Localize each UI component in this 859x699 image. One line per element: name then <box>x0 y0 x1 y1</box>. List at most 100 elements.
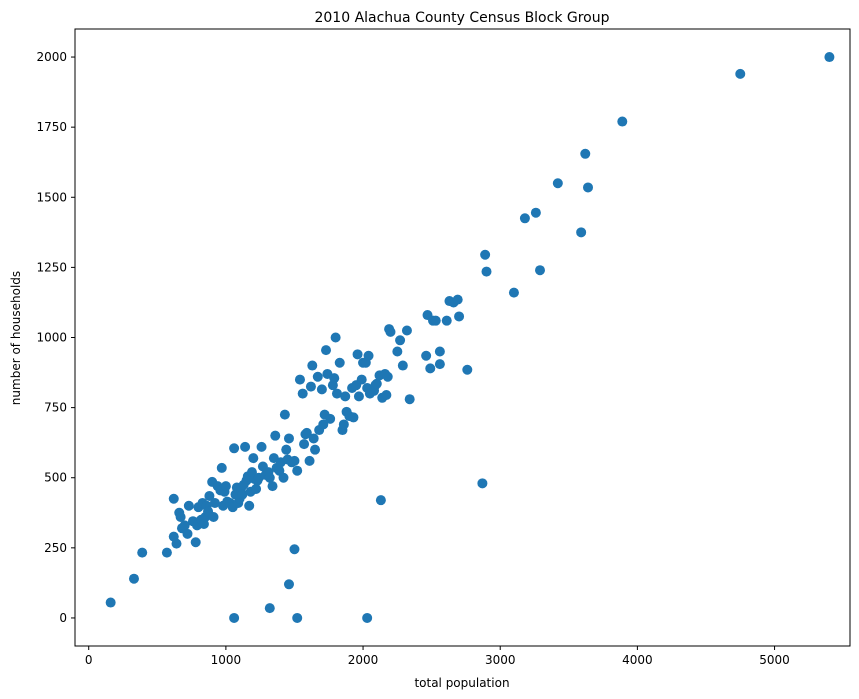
y-tick-label: 750 <box>44 401 67 415</box>
data-point <box>535 265 545 276</box>
data-point <box>454 311 465 322</box>
data-point <box>395 335 406 346</box>
data-point <box>292 465 303 476</box>
data-point <box>824 52 835 63</box>
data-point <box>208 511 219 522</box>
data-point <box>229 443 240 454</box>
data-point <box>397 360 408 371</box>
y-tick-label: 1000 <box>36 331 67 345</box>
data-point <box>316 384 327 395</box>
data-point <box>334 357 345 368</box>
data-point <box>190 537 201 548</box>
data-point <box>382 371 393 382</box>
data-point <box>264 472 275 483</box>
data-point <box>477 478 488 489</box>
data-point <box>216 462 227 473</box>
data-point <box>392 346 403 357</box>
data-point <box>508 287 519 298</box>
data-point <box>385 326 396 337</box>
data-point <box>735 68 746 79</box>
data-point <box>375 495 386 506</box>
y-tick-label: 1250 <box>36 260 67 274</box>
data-point <box>182 528 193 539</box>
data-point <box>580 148 591 159</box>
x-axis: 0 1000 2000 3000 4000 5000 <box>85 646 790 667</box>
data-point <box>452 294 463 305</box>
data-point <box>381 389 392 400</box>
data-point <box>204 490 215 501</box>
x-tick-label: 2000 <box>348 653 379 667</box>
data-point <box>583 182 594 193</box>
data-point <box>308 433 319 444</box>
y-axis-label: number of households <box>9 271 23 405</box>
x-axis-label: total population <box>414 676 509 690</box>
data-point <box>481 266 492 277</box>
data-point <box>338 419 349 430</box>
data-point <box>137 547 148 558</box>
y-axis: 0 250 500 750 1000 1250 1500 1750 2000 <box>36 50 75 625</box>
data-point <box>401 325 412 336</box>
data-point <box>617 116 628 127</box>
data-point <box>278 472 289 483</box>
data-point <box>244 500 255 511</box>
data-point <box>248 453 259 464</box>
y-tick-label: 500 <box>44 471 67 485</box>
data-point <box>312 371 323 382</box>
data-point <box>229 612 240 623</box>
data-point <box>363 350 374 361</box>
y-tick-label: 1750 <box>36 120 67 134</box>
data-point <box>318 419 329 430</box>
data-point <box>462 364 473 375</box>
data-point <box>480 249 491 260</box>
data-point <box>183 500 194 511</box>
y-tick-label: 2000 <box>36 50 67 64</box>
data-point <box>310 444 321 455</box>
y-tick-label: 250 <box>44 541 67 555</box>
data-point <box>304 455 315 466</box>
data-point <box>289 455 300 466</box>
data-point <box>519 213 530 224</box>
data-point <box>128 573 139 584</box>
data-point <box>356 374 367 385</box>
x-tick-label: 0 <box>85 653 93 667</box>
data-point <box>168 493 179 504</box>
data-point <box>240 441 251 452</box>
x-tick-label: 1000 <box>211 653 242 667</box>
data-point <box>283 579 294 590</box>
data-point <box>441 315 452 326</box>
data-point <box>325 413 336 424</box>
data-point <box>283 433 294 444</box>
data-point <box>294 374 305 385</box>
data-point <box>251 483 262 494</box>
data-point <box>352 349 363 360</box>
data-point <box>434 346 445 357</box>
data-point <box>299 439 310 450</box>
data-point <box>321 345 332 356</box>
data-point <box>175 511 186 522</box>
data-point <box>161 547 172 558</box>
x-tick-label: 4000 <box>622 653 653 667</box>
data-point <box>171 538 182 549</box>
data-point <box>530 207 541 218</box>
data-point <box>281 444 292 455</box>
x-tick-label: 5000 <box>759 653 790 667</box>
data-point <box>404 394 415 405</box>
data-point <box>307 360 318 371</box>
data-point <box>371 378 382 389</box>
y-tick-label: 0 <box>59 611 67 625</box>
data-point <box>331 388 342 399</box>
data-point <box>330 332 341 343</box>
data-point <box>301 427 312 438</box>
data-point <box>434 359 445 370</box>
data-point <box>292 612 303 623</box>
plot-frame <box>74 28 851 647</box>
data-point <box>329 373 340 384</box>
data-point <box>305 381 316 392</box>
data-point <box>552 178 563 189</box>
data-point <box>105 597 116 608</box>
data-point <box>353 391 364 402</box>
data-point <box>421 350 432 361</box>
data-point <box>340 391 351 402</box>
chart-title: 2010 Alachua County Census Block Group <box>314 10 609 26</box>
